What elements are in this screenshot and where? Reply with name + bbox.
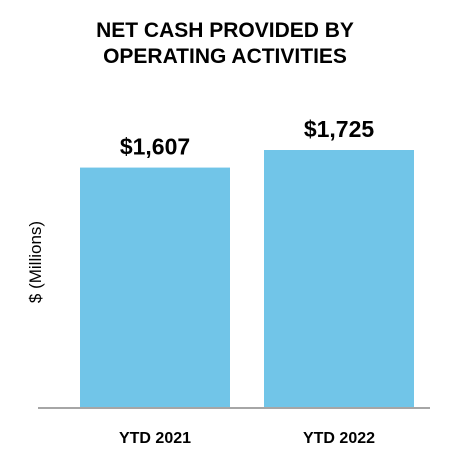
bar-2 [264,150,414,407]
category-label: YTD 2022 [303,430,375,447]
y-axis-label: $ (Millions) [26,221,45,303]
category-labels-group: YTD 2021 YTD 2022 [119,430,375,447]
bar-value-label: $1,607 [120,134,190,160]
chart-title-line-2: OPERATING ACTIVITIES [103,45,347,68]
bar-1 [80,167,230,407]
category-label: YTD 2021 [119,430,191,447]
chart-title: NET CASH PROVIDED BY OPERATING ACTIVITIE… [0,18,450,70]
bars-group [80,150,414,407]
value-labels-group: $1,607 $1,725 [120,116,375,160]
bar-value-label: $1,725 [304,116,375,142]
chart-title-line-1: NET CASH PROVIDED BY [96,19,354,42]
